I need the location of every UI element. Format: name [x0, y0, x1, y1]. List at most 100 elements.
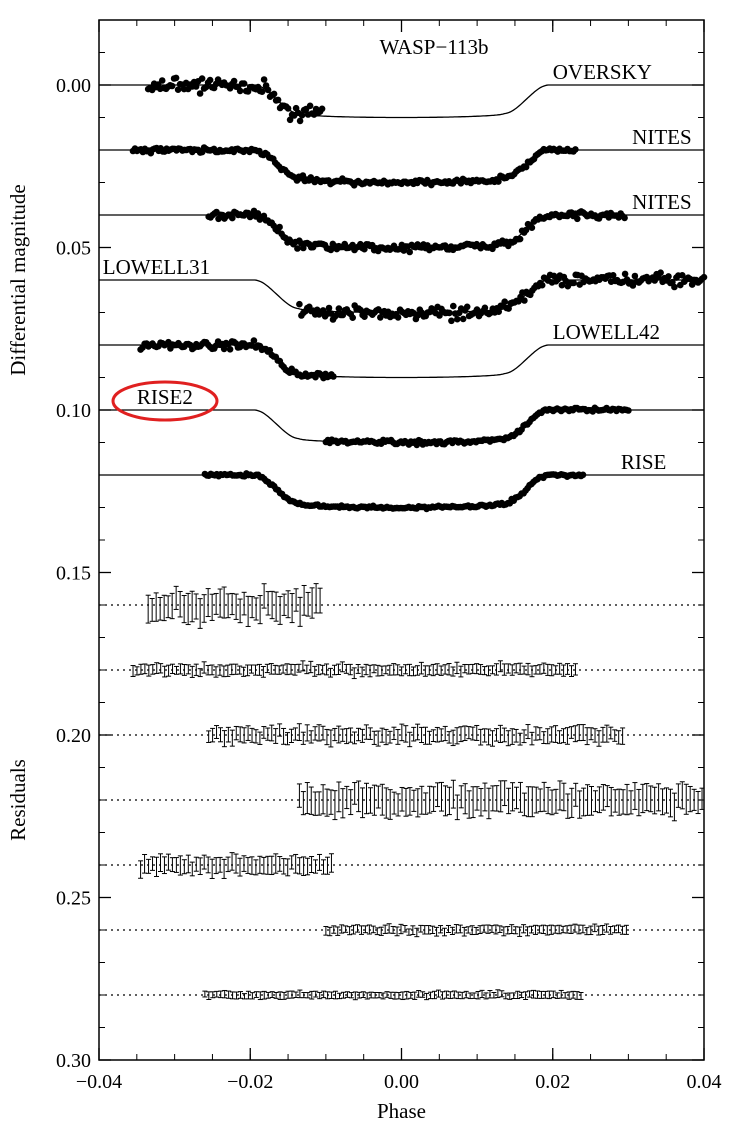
residual-errorbar — [233, 593, 239, 620]
residual-errorbar — [482, 728, 488, 743]
residual-errorbar — [632, 782, 638, 810]
data-point — [196, 90, 204, 97]
residual-errorbar — [576, 724, 582, 742]
residual-errorbar — [482, 782, 488, 812]
residual-errorbar — [521, 792, 527, 817]
residual-errorbar — [537, 664, 543, 675]
data-point — [521, 297, 528, 304]
data-point — [172, 74, 180, 82]
residual-errorbar — [142, 663, 148, 675]
residual-errorbar — [209, 593, 215, 621]
residual-errorbar — [438, 665, 444, 676]
data-point — [665, 273, 672, 280]
residual-errorbar — [261, 583, 267, 609]
residual-errorbar — [442, 725, 448, 742]
residual-errorbar — [181, 859, 187, 875]
residual-errorbar — [375, 664, 381, 677]
residual-errorbar — [170, 663, 176, 674]
residual-errorbar — [229, 729, 235, 747]
residual-errorbar — [296, 723, 302, 742]
photometry-points — [129, 74, 708, 513]
residual-errorbar — [320, 725, 326, 741]
residual-errorbar — [561, 664, 567, 677]
residual-errorbar — [166, 664, 172, 677]
x-tick-label: −0.04 — [76, 1071, 122, 1093]
residual-errorbar — [596, 730, 602, 747]
residual-errorbar — [269, 724, 275, 742]
residual-errorbar — [493, 924, 499, 935]
residual-errorbar — [214, 725, 220, 739]
residual-errorbar — [506, 787, 512, 815]
residual-errorbar — [615, 924, 621, 934]
residual-errorbar — [477, 925, 483, 935]
data-point — [192, 83, 200, 90]
data-point — [274, 96, 282, 104]
residual-errorbar — [193, 593, 199, 620]
residual-errorbar — [245, 595, 251, 627]
residual-errorbar — [568, 924, 574, 934]
residual-errorbar — [471, 992, 477, 999]
residual-errorbar — [426, 730, 432, 745]
residual-errorbar — [383, 665, 389, 675]
data-point — [325, 304, 333, 312]
residual-errorbar — [541, 781, 547, 812]
residual-errorbar — [561, 782, 567, 812]
residual-errorbar — [265, 727, 271, 741]
residual-errorbar — [560, 728, 566, 744]
residual-errorbar — [297, 989, 303, 999]
residual-errorbar — [241, 591, 247, 616]
residual-errorbar — [525, 926, 531, 937]
residual-errorbar — [356, 991, 362, 999]
residual-errorbar — [157, 853, 163, 873]
residual-errorbar — [336, 781, 342, 813]
residual-errorbar — [375, 785, 381, 809]
data-point — [260, 76, 268, 83]
residual-errorbar — [434, 926, 440, 937]
data-point — [459, 315, 467, 323]
residual-errorbar — [285, 732, 291, 746]
residual-errorbar — [430, 663, 436, 677]
residual-errorbar — [490, 730, 496, 747]
residual-errorbar — [324, 856, 330, 875]
residual-errorbar — [557, 730, 563, 744]
residual-errorbar — [395, 793, 401, 817]
residual-errorbar — [292, 664, 298, 676]
residual-errorbar — [347, 663, 353, 676]
residual-errorbar — [189, 665, 195, 678]
residual-errorbar — [340, 788, 346, 819]
residual-errorbar — [592, 923, 598, 933]
residual-errorbar — [497, 925, 503, 933]
residual-errorbar — [489, 925, 495, 933]
residual-errorbar — [588, 925, 594, 936]
residual-errorbar — [664, 787, 670, 814]
residual-errorbar — [562, 992, 568, 999]
residual-errorbar — [312, 726, 318, 741]
data-point — [528, 224, 536, 231]
residual-errorbar — [556, 924, 562, 935]
residual-errorbar — [289, 593, 295, 624]
residual-errorbar — [414, 665, 420, 676]
axis-ticks: −0.04 −0.02 0.00 0.02 0.04 0.00 0.05 0.10 0.15 0.… — [56, 19, 722, 1093]
residual-errorbar — [161, 594, 167, 622]
residual-errorbar — [209, 664, 215, 676]
data-point — [446, 309, 453, 317]
series-label-nites: NITES — [632, 125, 692, 149]
residual-errorbar — [265, 991, 271, 999]
residual-errorbar — [470, 786, 476, 819]
residual-errorbar — [493, 663, 499, 676]
residual-errorbar — [332, 790, 338, 821]
residual-errorbar — [533, 786, 539, 814]
residual-errorbar — [313, 859, 319, 874]
residual-errorbar — [540, 924, 546, 935]
residual-errorbar — [193, 663, 199, 676]
residual-errorbar — [206, 991, 212, 1001]
residual-errorbar — [197, 857, 203, 876]
residual-errorbar — [450, 666, 456, 677]
residual-errorbar — [316, 724, 322, 742]
data-point — [406, 248, 414, 256]
residual-errorbar — [273, 991, 279, 999]
residual-errorbar — [415, 723, 421, 741]
residual-errorbar — [367, 664, 373, 678]
residual-errorbar — [296, 783, 302, 808]
series-label-nites: NITES — [632, 190, 692, 214]
